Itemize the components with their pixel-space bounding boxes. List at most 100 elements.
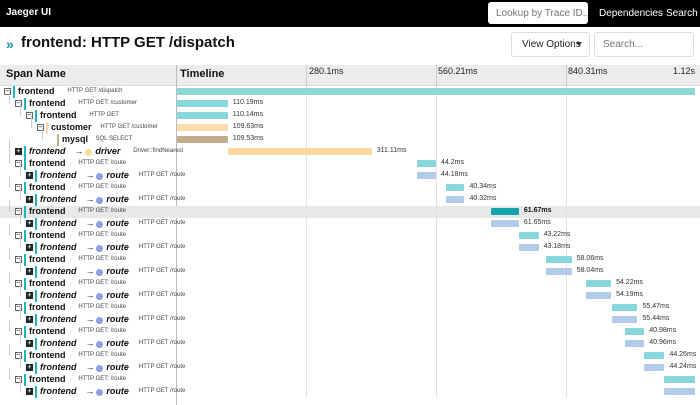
- span-duration-bar[interactable]: [491, 208, 519, 215]
- collapse-icon[interactable]: −: [15, 375, 22, 383]
- span-row[interactable]: − frontend HTTP GET: /route 44.26ms: [0, 344, 700, 362]
- collapse-icon[interactable]: −: [15, 327, 22, 335]
- span-row[interactable]: − frontend HTTP GET /dispatch: [0, 86, 700, 98]
- span-duration-bar[interactable]: [612, 304, 638, 311]
- span-duration-bar[interactable]: [518, 232, 539, 239]
- collapse-icon[interactable]: −: [15, 159, 22, 167]
- collapse-icon[interactable]: −: [15, 255, 22, 263]
- span-duration-bar[interactable]: [177, 136, 228, 143]
- tree-guide-line: [20, 380, 21, 392]
- span-row[interactable]: + frontend → route HTTP GET /route 61.65ms: [0, 212, 700, 230]
- span-duration-bar[interactable]: [518, 244, 539, 251]
- trace-search-input[interactable]: [594, 32, 694, 57]
- span-row[interactable]: − frontend HTTP GET: /route 54.22ms: [0, 272, 700, 290]
- span-row[interactable]: − frontend HTTP GET: /route 44.2ms: [0, 152, 700, 170]
- nav-dependencies-link[interactable]: Dependencies: [599, 8, 663, 19]
- span-row[interactable]: − frontend HTTP GET: /route 40.34ms: [0, 176, 700, 194]
- span-row[interactable]: + frontend → route HTTP GET /route 40.32ms: [0, 188, 700, 206]
- tick-line: [566, 134, 567, 146]
- expand-icon[interactable]: +: [26, 363, 33, 371]
- span-duration-bar[interactable]: [644, 352, 665, 359]
- collapse-icon[interactable]: −: [26, 111, 33, 119]
- span-duration-bar[interactable]: [663, 376, 695, 383]
- operation-name: HTTP GET /route: [138, 268, 186, 274]
- span-row[interactable]: − frontend HTTP GET: /customer 110.19ms: [0, 92, 700, 110]
- span-row[interactable]: + frontend → route HTTP GET /route 44.18ms: [0, 164, 700, 182]
- collapse-icon[interactable]: −: [4, 87, 11, 95]
- collapse-icon[interactable]: −: [15, 231, 22, 239]
- span-duration-bar[interactable]: [446, 196, 465, 203]
- span-duration-bar[interactable]: [612, 316, 638, 323]
- nav-search-link[interactable]: Search: [666, 8, 698, 19]
- expand-icon[interactable]: +: [26, 339, 33, 347]
- tick-line: [566, 182, 567, 194]
- span-row[interactable]: mysql SQL SELECT 109.53ms: [0, 128, 700, 146]
- span-duration-bar[interactable]: [177, 88, 695, 95]
- span-row[interactable]: + frontend → route HTTP GET /route 58.04ms: [0, 260, 700, 278]
- span-duration-bar[interactable]: [545, 256, 572, 263]
- span-row[interactable]: − frontend HTTP GET 110.14ms: [0, 104, 700, 122]
- span-duration-bar[interactable]: [586, 292, 612, 299]
- double-chevron-right-icon[interactable]: »: [6, 36, 14, 52]
- span-duration-bar[interactable]: [625, 340, 645, 347]
- span-duration-bar[interactable]: [625, 328, 645, 335]
- tree-guide-line: [9, 92, 10, 104]
- span-row[interactable]: − frontend HTTP GET: /route 43.22ms: [0, 224, 700, 242]
- span-row[interactable]: + frontend → route HTTP GET /route 54.19ms: [0, 284, 700, 302]
- span-duration-bar[interactable]: [586, 280, 612, 287]
- service-color-marker: [24, 158, 26, 170]
- expand-icon[interactable]: +: [26, 243, 33, 251]
- span-row[interactable]: − frontend HTTP GET: /route 55.47ms: [0, 296, 700, 314]
- span-row[interactable]: − frontend HTTP GET: /route 61.67ms: [0, 200, 700, 218]
- collapse-icon[interactable]: −: [15, 99, 22, 107]
- span-row[interactable]: + frontend → route HTTP GET /route 55.44ms: [0, 308, 700, 326]
- service-color-marker: [24, 350, 26, 362]
- span-duration-bar[interactable]: [446, 184, 465, 191]
- span-duration-bar[interactable]: [177, 112, 228, 119]
- expand-icon[interactable]: +: [26, 387, 33, 395]
- span-duration-bar[interactable]: [644, 364, 665, 371]
- collapse-icon[interactable]: −: [15, 207, 22, 215]
- trace-id-lookup-input[interactable]: [488, 2, 588, 24]
- collapse-icon[interactable]: −: [15, 351, 22, 359]
- tick-line: [306, 266, 307, 278]
- collapse-icon[interactable]: −: [15, 279, 22, 287]
- column-splitter[interactable]: [176, 65, 177, 405]
- span-duration-bar[interactable]: [663, 388, 695, 395]
- collapse-icon[interactable]: −: [15, 183, 22, 191]
- span-row[interactable]: + frontend → route HTTP GET /route 43.18ms: [0, 236, 700, 254]
- span-row[interactable]: + frontend → route HTTP GET /route 44.24ms: [0, 356, 700, 374]
- tick-line: [306, 65, 307, 86]
- expand-icon[interactable]: +: [26, 219, 33, 227]
- span-row[interactable]: − customer HTTP GET /customer 109.63ms: [0, 116, 700, 134]
- span-row[interactable]: + frontend → route HTTP GET /route: [0, 380, 700, 398]
- view-options-dropdown[interactable]: View Options: [511, 32, 590, 57]
- expand-icon[interactable]: +: [26, 267, 33, 275]
- span-row[interactable]: − frontend HTTP GET: /route 40.98ms: [0, 320, 700, 338]
- span-row[interactable]: − frontend HTTP GET: /route: [0, 368, 700, 386]
- tick-line: [566, 110, 567, 122]
- span-duration-bar[interactable]: [227, 148, 372, 155]
- expand-icon[interactable]: +: [26, 195, 33, 203]
- app-logo[interactable]: Jaeger UI: [6, 7, 52, 18]
- span-row[interactable]: − frontend HTTP GET: /route 58.06ms: [0, 248, 700, 266]
- service-name: frontend: [40, 386, 77, 396]
- expand-icon[interactable]: +: [26, 171, 33, 179]
- span-duration-label: 109.63ms: [232, 123, 264, 130]
- service-name: frontend: [40, 314, 77, 324]
- span-duration-bar[interactable]: [491, 220, 519, 227]
- span-duration-bar[interactable]: [416, 160, 436, 167]
- span-duration-bar[interactable]: [416, 172, 436, 179]
- expand-icon[interactable]: +: [26, 291, 33, 299]
- tick-line: [436, 314, 437, 326]
- collapse-icon[interactable]: −: [37, 123, 44, 131]
- span-row[interactable]: + frontend → route HTTP GET /route 40.96ms: [0, 332, 700, 350]
- span-row[interactable]: + frontend → driver Driver::findNearest 311.1…: [0, 140, 700, 158]
- span-duration-bar[interactable]: [177, 124, 228, 131]
- span-duration-bar[interactable]: [545, 268, 572, 275]
- span-duration-bar[interactable]: [177, 100, 228, 107]
- tick-line: [436, 170, 437, 182]
- expand-icon[interactable]: +: [15, 147, 22, 155]
- collapse-icon[interactable]: −: [15, 303, 22, 311]
- expand-icon[interactable]: +: [26, 315, 33, 323]
